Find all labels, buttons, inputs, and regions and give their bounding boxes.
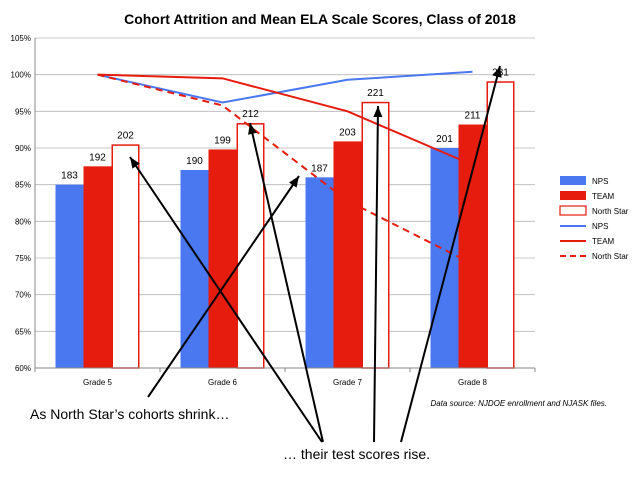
bar-nps: [305, 177, 334, 368]
bar-nps: [180, 170, 209, 368]
bar-north-star: [486, 81, 515, 369]
y-tick-label: 65%: [15, 327, 31, 336]
data-label-nps: 187: [311, 163, 328, 174]
line-team: [97, 73, 473, 166]
data-label-north-star: 221: [367, 88, 384, 99]
y-tick-label: 60%: [15, 364, 31, 373]
y-tick-label: 100%: [11, 71, 31, 80]
arrow-line: [249, 122, 324, 443]
data-label-team: 211: [465, 111, 481, 122]
x-tick-label: Grade 7: [333, 378, 362, 387]
bar-team: [333, 141, 362, 368]
arrowhead: [248, 123, 257, 135]
data-label-nps: 183: [61, 171, 78, 182]
bar-north-star: [111, 144, 140, 369]
data-label-team: 203: [339, 127, 356, 138]
bar-team: [83, 166, 112, 368]
data-label-north-star: 202: [117, 130, 134, 141]
y-tick-label: 70%: [15, 291, 31, 300]
y-tick-label: 95%: [15, 107, 31, 116]
y-tick-label: 75%: [15, 254, 31, 263]
bar-team: [458, 124, 487, 369]
legend-label: TEAM: [592, 237, 615, 246]
x-tick-label: Grade 6: [208, 378, 237, 387]
source-note: Data source: NJDOE enrollment and NJASK …: [430, 399, 607, 408]
data-label-nps: 201: [436, 134, 453, 145]
x-tick-label: Grade 5: [83, 378, 112, 387]
legend-label: North Star: [592, 207, 629, 216]
data-label-team: 199: [214, 135, 231, 146]
data-label-north-star: 212: [242, 109, 259, 120]
line-nps: [97, 70, 473, 104]
bar-nps: [55, 184, 84, 368]
arrowhead: [492, 66, 502, 78]
y-tick-label: 80%: [15, 217, 31, 226]
arrow-line: [373, 105, 379, 443]
y-tick-label: 105%: [11, 34, 31, 43]
legend-label: NPS: [592, 177, 608, 186]
y-axis: 60% 65% 70% 75% 80% 85% 90% 95% 100% 105%: [11, 34, 36, 373]
legend-label: North Star: [592, 252, 629, 261]
annotation-right: … their test scores rise.: [283, 446, 430, 462]
x-axis: Grade 5 Grade 6 Grade 7 Grade 8: [34, 367, 536, 387]
arrowhead: [289, 176, 299, 188]
chart-title: Cohort Attrition and Mean ELA Scale Scor…: [124, 11, 516, 27]
bar-team: [208, 149, 237, 368]
x-tick-label: Grade 8: [458, 378, 487, 387]
bars: [55, 81, 515, 369]
legend-label: NPS: [592, 222, 608, 231]
legend-swatch-bar-nps: [560, 176, 586, 185]
cohort-lines: [97, 70, 473, 265]
legend-swatch-bar-north-star: [559, 205, 587, 216]
data-label-team: 192: [89, 152, 106, 163]
arrowhead: [130, 157, 140, 169]
legend: NPS TEAM North Star NPS TEAM North Star: [559, 176, 629, 261]
arrowhead: [373, 106, 383, 118]
bar-nps: [430, 148, 459, 368]
arrow-line: [129, 156, 323, 443]
y-tick-label: 85%: [15, 181, 31, 190]
y-tick-label: 90%: [15, 144, 31, 153]
annotation-arrows: [129, 65, 502, 443]
data-label-nps: 190: [186, 156, 203, 167]
arrow-line: [400, 65, 501, 443]
annotation-left: As North Star’s cohorts shrink…: [30, 406, 229, 422]
arrow-line: [147, 175, 300, 398]
line-north-star: [97, 73, 473, 265]
legend-label: TEAM: [592, 192, 615, 201]
legend-swatch-bar-team: [560, 191, 586, 200]
